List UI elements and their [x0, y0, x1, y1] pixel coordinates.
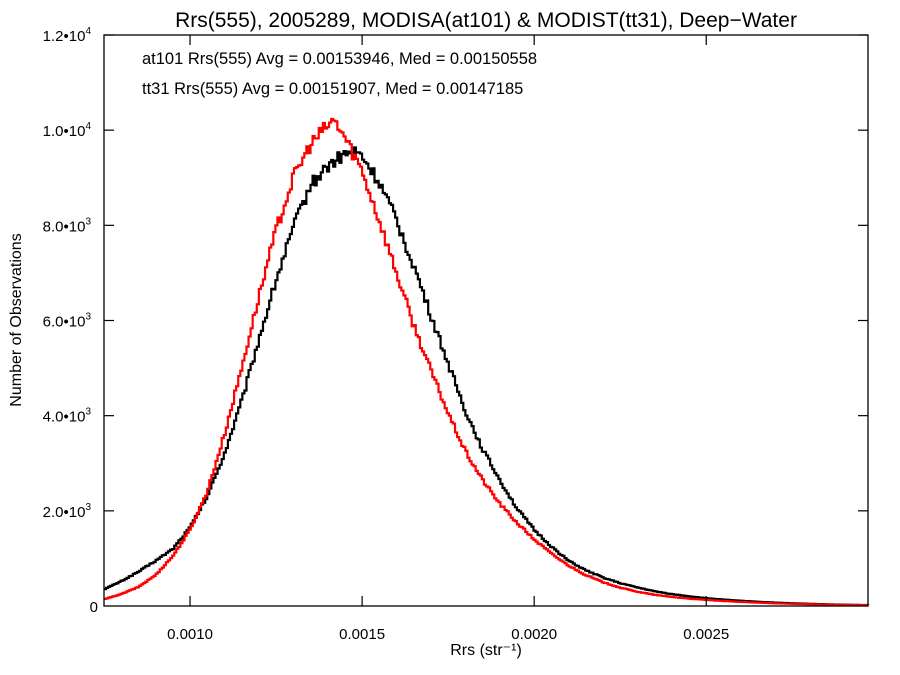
annotation-at101: at101 Rrs(555) Avg = 0.00153946, Med = 0…	[142, 50, 537, 68]
x-tick-label-3: 0.0025	[683, 626, 729, 643]
annotation-tt31: tt31 Rrs(555) Avg = 0.00151907, Med = 0.…	[142, 80, 523, 98]
y-axis-label: Number of Observations	[8, 233, 25, 406]
series-line-1	[104, 117, 870, 607]
y-tick-label-0: 0	[90, 599, 98, 616]
y-tick-label-1: 2.0•103	[43, 502, 92, 521]
y-tick-label-5: 1.0•104	[43, 121, 92, 140]
series-line-0	[104, 146, 870, 607]
plot-frame	[103, 34, 869, 607]
y-tick-label-6: 1.2•104	[43, 26, 92, 45]
x-axis-label: Rrs (str⁻¹)	[450, 642, 522, 659]
ticks-layer: 0.0010 0.0015 0.0020 0.0025 0 2.0•103 4.0•103 6…	[43, 26, 868, 643]
y-tick-label-4: 8.0•103	[43, 216, 92, 235]
chart-title: Rrs(555), 2005289, MODISA(at101) & MODIS…	[175, 9, 797, 32]
x-tick-label-0: 0.0010	[167, 626, 213, 643]
x-tick-label-2: 0.0020	[511, 626, 557, 643]
y-tick-label-2: 4.0•103	[43, 407, 92, 426]
y-tick-label-3: 6.0•103	[43, 312, 92, 331]
series-layer	[104, 117, 870, 607]
x-tick-label-1: 0.0015	[339, 626, 385, 643]
